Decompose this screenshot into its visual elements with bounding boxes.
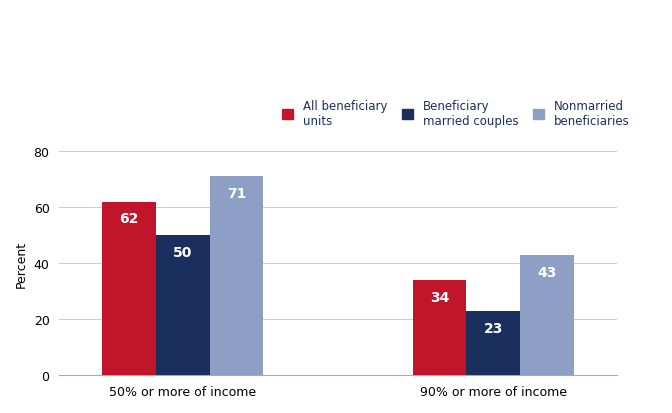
Bar <box>156 236 210 375</box>
Bar <box>210 177 263 375</box>
Bar <box>466 311 520 375</box>
Y-axis label: Percent: Percent <box>15 240 28 287</box>
Text: 43: 43 <box>537 265 556 279</box>
Text: 71: 71 <box>226 187 246 201</box>
Bar <box>520 255 574 375</box>
Text: 34: 34 <box>430 290 449 304</box>
Text: 50: 50 <box>173 245 192 259</box>
Text: 62: 62 <box>120 212 138 226</box>
Bar <box>413 280 466 375</box>
Bar <box>102 202 156 375</box>
Legend: All beneficiary
units, Beneficiary
married couples, Nonmarried
beneficiaries: All beneficiary units, Beneficiary marri… <box>277 95 634 133</box>
Text: 23: 23 <box>483 321 503 335</box>
